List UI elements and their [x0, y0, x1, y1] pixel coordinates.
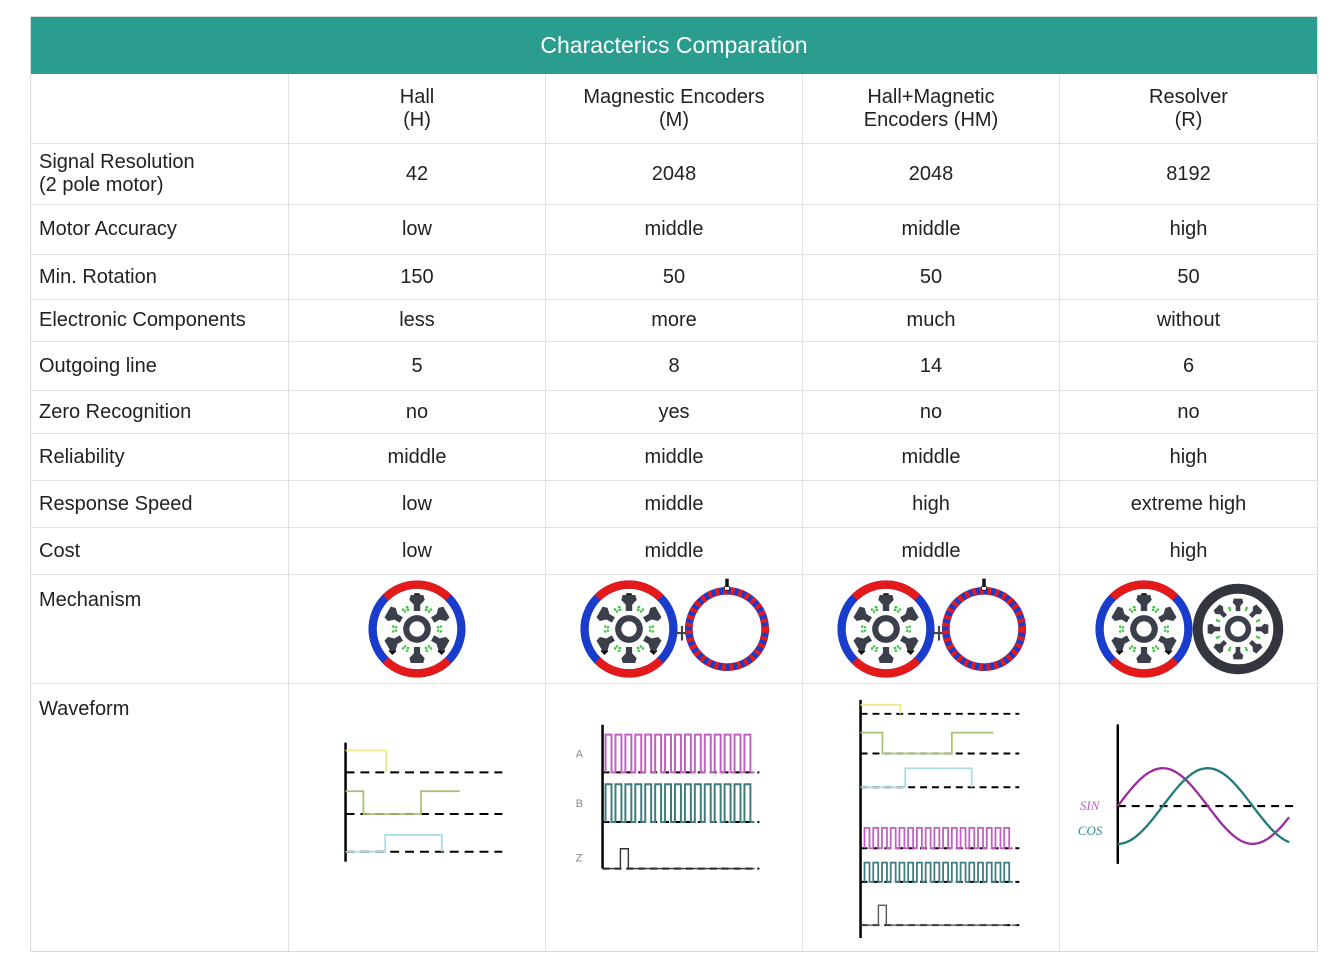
svg-text:SIN: SIN: [1080, 798, 1101, 813]
svg-text:COS: COS: [1078, 823, 1103, 838]
svg-text:B: B: [576, 798, 583, 810]
svg-text:A: A: [576, 748, 584, 760]
svg-text:Z: Z: [576, 853, 583, 865]
